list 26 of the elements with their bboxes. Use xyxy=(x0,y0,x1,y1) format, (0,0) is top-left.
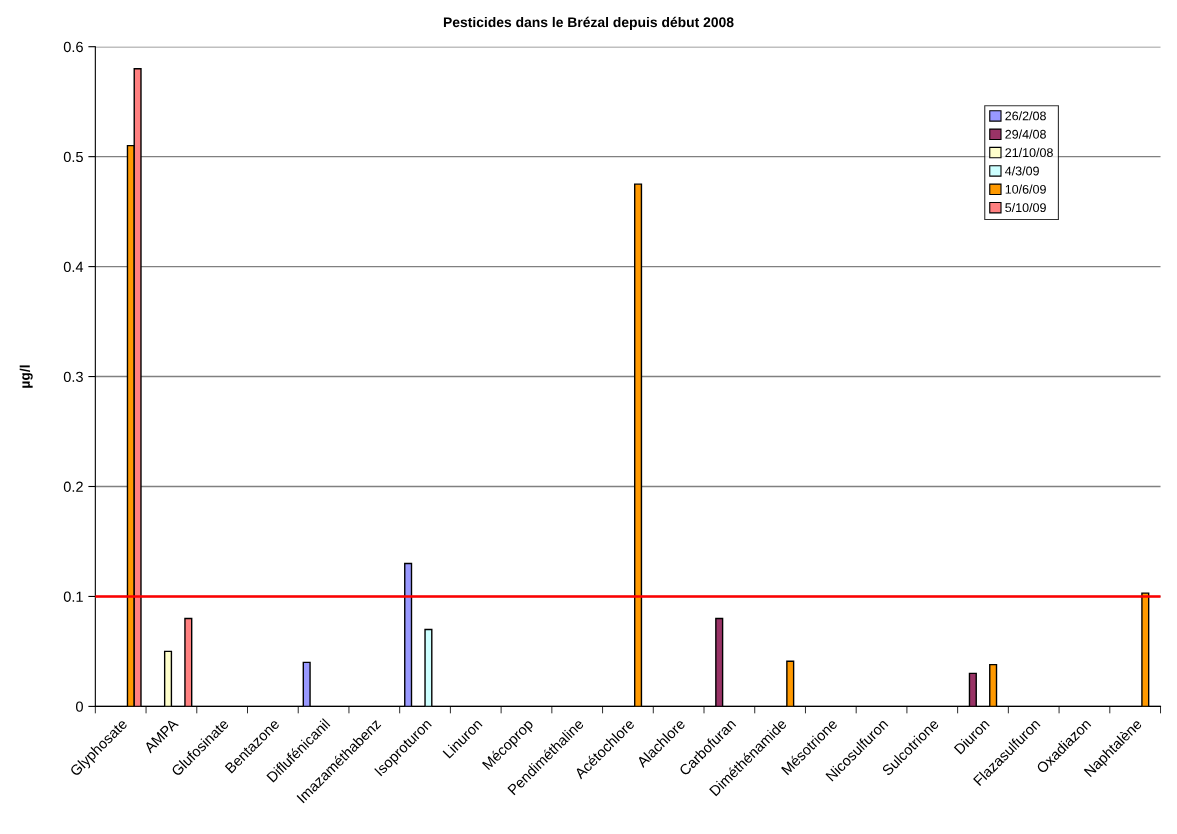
bar xyxy=(968,672,977,707)
chart-title: Pesticides dans le Brézal depuis début 2008 xyxy=(443,16,734,30)
bar xyxy=(424,628,433,707)
y-tick-label: 0.5 xyxy=(63,151,83,163)
bar xyxy=(786,660,795,707)
legend-label: 10/6/09 xyxy=(1005,184,1046,194)
bar xyxy=(715,617,724,707)
bar xyxy=(1141,592,1150,707)
legend-label: 4/3/09 xyxy=(1005,166,1039,176)
y-tick-label: 0.3 xyxy=(63,371,83,382)
bar xyxy=(404,562,413,707)
bar xyxy=(184,617,193,707)
y-tick-label: 0.1 xyxy=(63,591,83,602)
legend-label: 21/10/08 xyxy=(1005,147,1053,158)
y-axis-title: µg/l xyxy=(19,365,33,388)
bar xyxy=(163,650,173,707)
bar xyxy=(302,661,311,707)
legend-label: 29/4/08 xyxy=(1005,129,1046,139)
legend-label: 5/10/09 xyxy=(1005,202,1046,213)
y-tick-label: 0.4 xyxy=(63,261,84,273)
y-tick-label: 0 xyxy=(75,701,83,712)
bar xyxy=(633,183,643,707)
bar xyxy=(989,663,998,707)
y-tick-label: 0.2 xyxy=(63,481,83,492)
y-tick-label: 0.6 xyxy=(63,41,83,53)
legend-label: 26/2/08 xyxy=(1005,111,1046,121)
